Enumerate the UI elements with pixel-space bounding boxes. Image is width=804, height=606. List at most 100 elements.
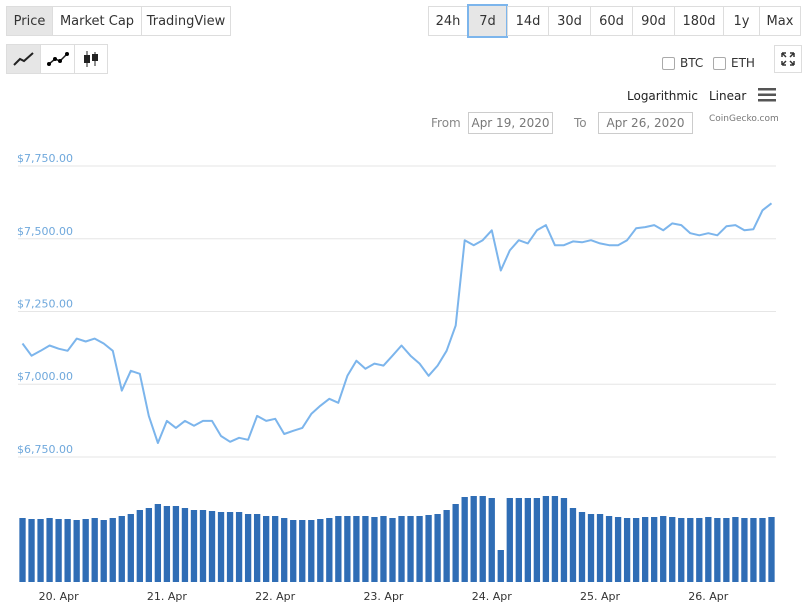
volume-bar (335, 516, 342, 582)
volume-bar (163, 506, 171, 582)
volume-bar (443, 510, 450, 582)
scale-option[interactable]: Logarithmic (627, 89, 698, 103)
volume-bar (290, 520, 297, 582)
x-tick-label: 22. Apr (255, 590, 295, 603)
volume-bar (587, 514, 595, 582)
y-tick-label: $7,500.00 (17, 225, 73, 238)
tab[interactable]: Market Cap (52, 6, 142, 36)
menu-icon[interactable] (758, 88, 776, 102)
volume-bar (362, 516, 369, 582)
volume-bar (299, 520, 306, 582)
to-input[interactable]: Apr 26, 2020 (598, 112, 693, 134)
volume-bar (623, 518, 631, 582)
volume-bar (371, 517, 378, 582)
y-tick-label: $6,750.00 (17, 443, 73, 456)
volume-bar (136, 510, 143, 582)
volume-bar (759, 518, 766, 582)
volume-bar (109, 518, 116, 582)
volume-bar (515, 498, 522, 582)
from-label: From (431, 116, 461, 130)
range-button[interactable]: 180d (674, 6, 724, 36)
from-input[interactable]: Apr 19, 2020 (468, 112, 553, 134)
volume-bar (73, 520, 80, 582)
candlestick-button[interactable] (74, 44, 108, 74)
y-tick-label: $7,750.00 (17, 152, 73, 165)
volume-bar (127, 514, 134, 582)
volume-bar (308, 520, 315, 582)
volume-bar (605, 516, 613, 582)
volume-bar (569, 508, 577, 582)
volume-bar (425, 515, 432, 582)
point-chart-button[interactable] (40, 44, 75, 74)
volume-bar (262, 516, 270, 582)
volume-bar (524, 498, 532, 582)
volume-bar (172, 506, 180, 582)
x-tick-label: 26. Apr (688, 590, 728, 603)
volume-bar (244, 514, 252, 582)
volume-bar (470, 496, 477, 582)
volume-bar (118, 516, 125, 582)
range-button[interactable]: 60d (590, 6, 633, 36)
volume-bar (488, 498, 495, 582)
price-line (21, 202, 773, 444)
volume-bar (750, 518, 757, 582)
icon (46, 52, 69, 66)
volume-bar (614, 517, 622, 582)
volume-bar (100, 520, 107, 582)
volume-bar (723, 518, 730, 582)
volume-bar (380, 516, 387, 582)
volume-bar (551, 496, 559, 582)
credit: CoinGecko.com (709, 114, 779, 124)
volume-bar (434, 514, 441, 582)
fullscreen-button[interactable] (774, 45, 802, 73)
line-chart-button[interactable] (6, 44, 41, 74)
volume-bar (389, 518, 396, 582)
x-tick-label: 23. Apr (363, 590, 403, 603)
volume-bar (578, 512, 586, 582)
volume-bar (145, 508, 153, 582)
volume-bar (91, 518, 98, 582)
volume-bar (678, 518, 685, 582)
volume-bar (533, 498, 541, 582)
checkbox[interactable] (662, 57, 675, 70)
range-button[interactable]: 1y (723, 6, 760, 36)
volume-bar (208, 511, 216, 582)
to-label: To (574, 116, 587, 130)
volume-bar (344, 516, 351, 582)
volume-bar (55, 519, 62, 582)
volume-bar (226, 512, 234, 582)
volume-bar (660, 516, 667, 582)
volume-bar (641, 517, 649, 582)
y-tick-label: $7,250.00 (17, 298, 73, 311)
volume-bar (235, 512, 243, 582)
volume-bar (37, 519, 44, 582)
tab[interactable]: TradingView (141, 6, 231, 36)
volume-bar (181, 508, 189, 582)
scale-option[interactable]: Linear (709, 89, 747, 103)
range-button[interactable]: 7d (467, 4, 508, 38)
x-tick-label: 25. Apr (580, 590, 620, 603)
range-button[interactable]: 30d (548, 6, 591, 36)
volume-bar (398, 516, 405, 582)
volume-bar (596, 514, 604, 582)
x-tick-label: 20. Apr (39, 590, 79, 603)
tab[interactable]: Price (6, 6, 53, 36)
range-button[interactable]: Max (759, 6, 801, 36)
volume-bar (714, 518, 721, 582)
volume-bar (741, 518, 748, 582)
volume-bar (461, 497, 468, 582)
icon (84, 51, 98, 67)
volume-bar (353, 516, 360, 582)
volume-bar (632, 518, 640, 582)
volume-bar (542, 496, 550, 582)
range-button[interactable]: 90d (632, 6, 675, 36)
volume-bar (217, 512, 225, 582)
icon (781, 52, 795, 66)
volume-bar (253, 514, 261, 582)
x-tick-label: 24. Apr (472, 590, 512, 603)
volume-bar (199, 510, 207, 582)
volume-bar (326, 518, 333, 582)
checkbox[interactable] (713, 57, 726, 70)
volume-bar (64, 519, 71, 582)
